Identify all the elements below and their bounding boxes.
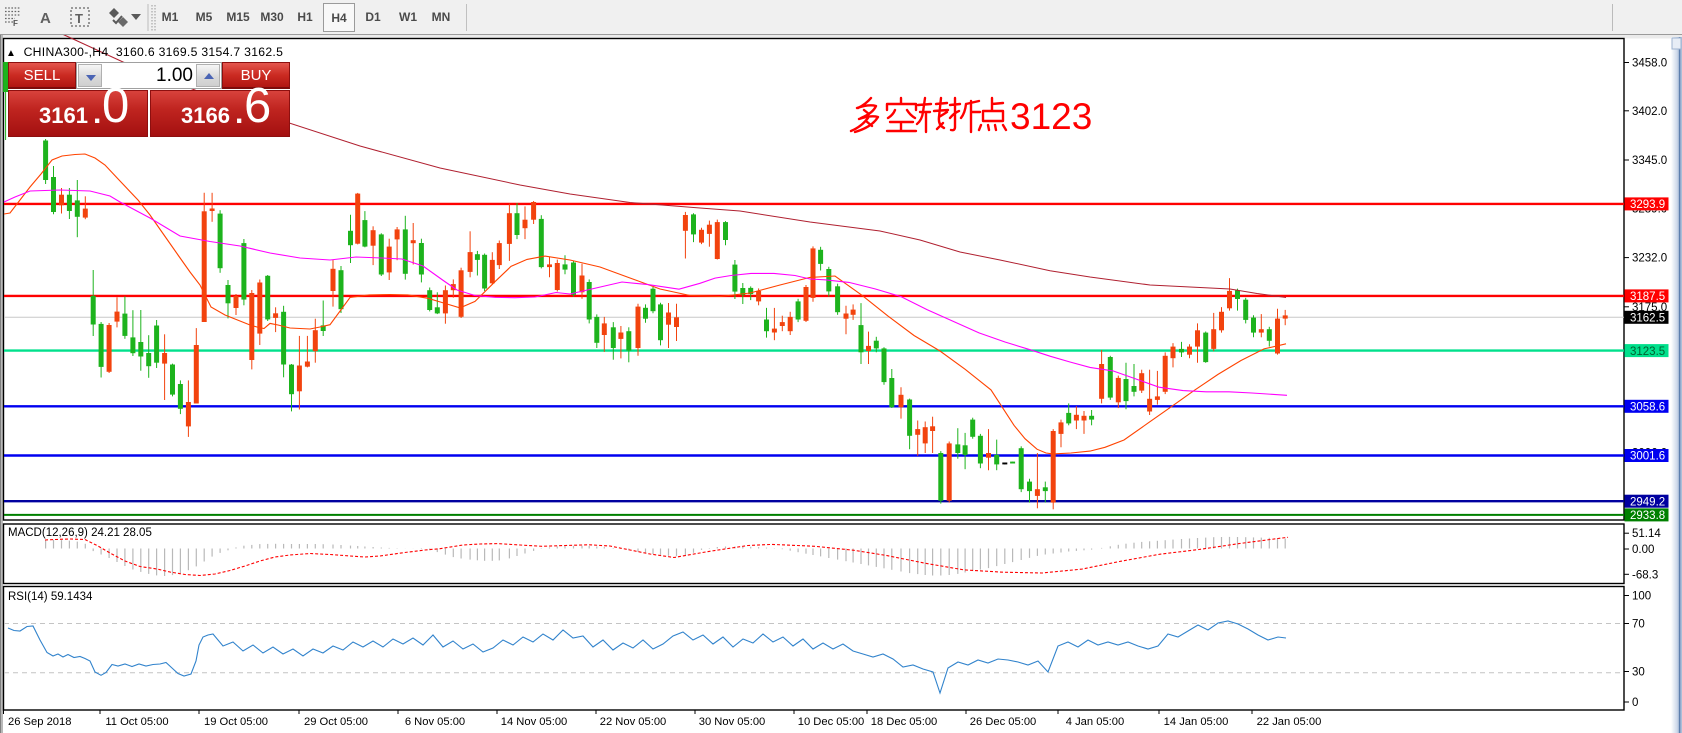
svg-text:26 Sep 2018: 26 Sep 2018 bbox=[8, 716, 71, 728]
svg-text:70: 70 bbox=[1632, 619, 1645, 631]
svg-text:0: 0 bbox=[1632, 697, 1638, 709]
svg-text:10 Dec 05:00: 10 Dec 05:00 bbox=[798, 716, 865, 728]
svg-text:30: 30 bbox=[1632, 667, 1645, 679]
svg-text:3058.6: 3058.6 bbox=[1630, 402, 1665, 414]
svg-text:2949.2: 2949.2 bbox=[1630, 496, 1665, 508]
svg-text:29 Oct 05:00: 29 Oct 05:00 bbox=[304, 716, 368, 728]
svg-text:A: A bbox=[40, 10, 51, 27]
svg-text:3123: 3123 bbox=[1010, 96, 1092, 137]
svg-text:3162.5: 3162.5 bbox=[1630, 313, 1665, 325]
svg-text:3187.5: 3187.5 bbox=[1630, 291, 1665, 303]
svg-text:3123.5: 3123.5 bbox=[1630, 346, 1665, 358]
svg-text:0.00: 0.00 bbox=[1632, 544, 1654, 556]
svg-text:51.14: 51.14 bbox=[1632, 528, 1661, 540]
svg-text:100: 100 bbox=[1632, 591, 1651, 603]
svg-text:30 Nov 05:00: 30 Nov 05:00 bbox=[699, 716, 766, 728]
svg-text:3293.9: 3293.9 bbox=[1630, 199, 1665, 211]
svg-text:3001.6: 3001.6 bbox=[1630, 451, 1665, 463]
svg-text:22 Jan 05:00: 22 Jan 05:00 bbox=[1257, 716, 1322, 728]
svg-text:T: T bbox=[75, 11, 83, 26]
svg-text:22 Nov 05:00: 22 Nov 05:00 bbox=[600, 716, 667, 728]
svg-text:3402.0: 3402.0 bbox=[1632, 106, 1667, 118]
svg-text:3458.0: 3458.0 bbox=[1632, 58, 1667, 70]
svg-text:2933.8: 2933.8 bbox=[1630, 510, 1665, 522]
svg-text:4 Jan 05:00: 4 Jan 05:00 bbox=[1066, 716, 1124, 728]
svg-text:6 Nov 05:00: 6 Nov 05:00 bbox=[405, 716, 465, 728]
svg-text:18 Dec 05:00: 18 Dec 05:00 bbox=[871, 716, 938, 728]
svg-text:F: F bbox=[13, 19, 18, 28]
svg-text:-68.3: -68.3 bbox=[1632, 569, 1658, 581]
svg-text:19 Oct 05:00: 19 Oct 05:00 bbox=[204, 716, 268, 728]
svg-text:11 Oct 05:00: 11 Oct 05:00 bbox=[105, 716, 168, 728]
svg-text:3345.0: 3345.0 bbox=[1632, 155, 1667, 167]
svg-text:14 Jan 05:00: 14 Jan 05:00 bbox=[1164, 716, 1229, 728]
svg-text:14 Nov 05:00: 14 Nov 05:00 bbox=[501, 716, 568, 728]
svg-text:3232.0: 3232.0 bbox=[1632, 253, 1667, 265]
svg-text:26 Dec 05:00: 26 Dec 05:00 bbox=[970, 716, 1037, 728]
